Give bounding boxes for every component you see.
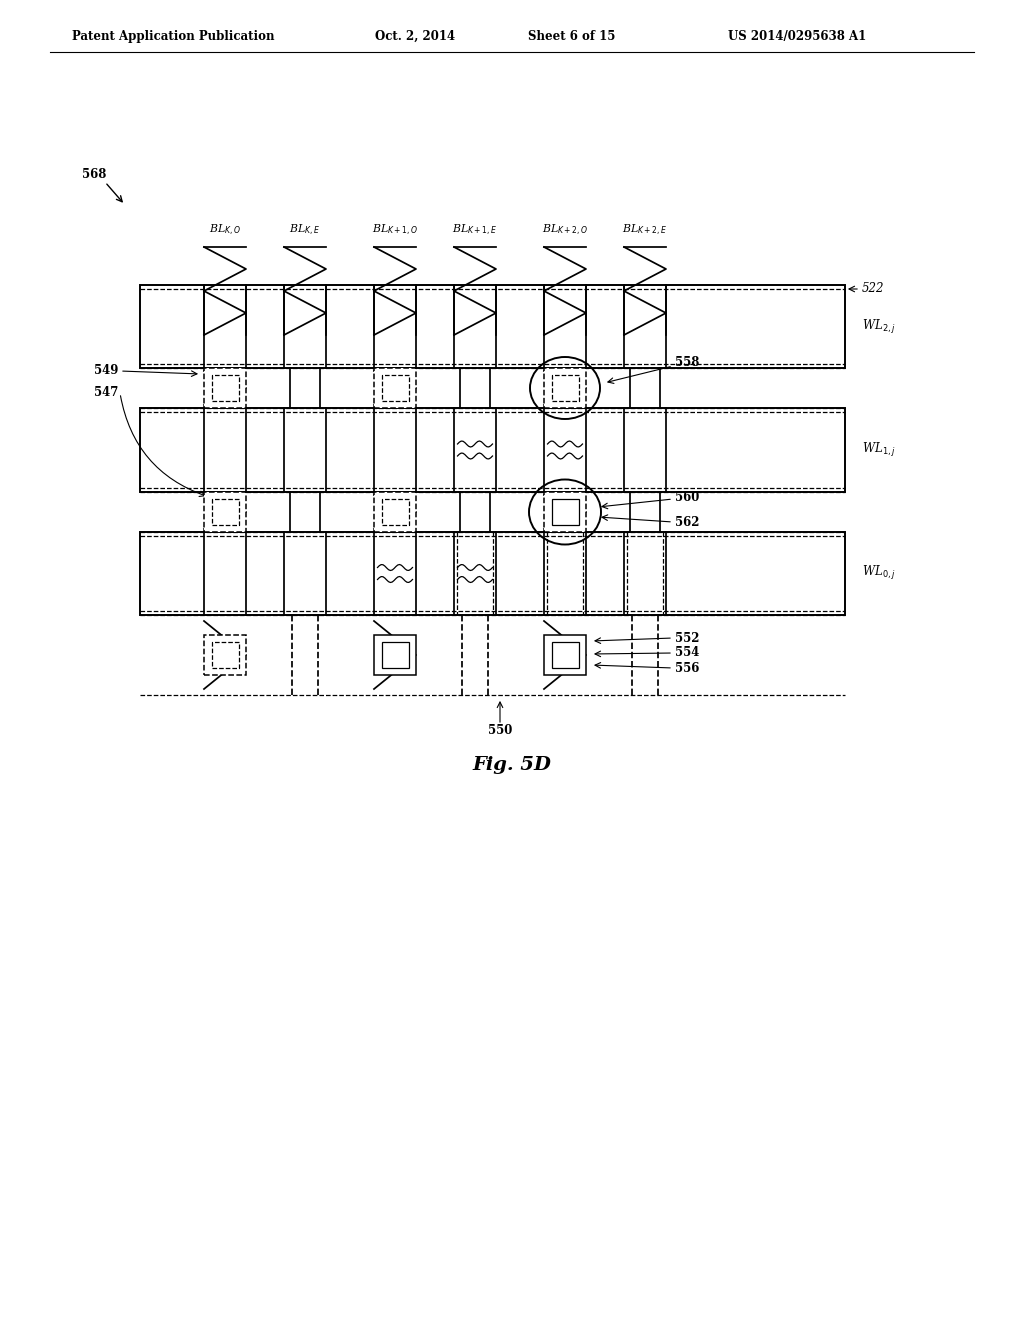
Text: WL$_{0,j}$: WL$_{0,j}$ — [862, 565, 896, 582]
Bar — [374, 368, 416, 408]
Bar — [212, 499, 239, 525]
Bar — [382, 642, 409, 668]
Text: BL$_{K+2,E}$: BL$_{K+2,E}$ — [623, 223, 668, 238]
Bar — [374, 492, 416, 532]
Text: BL$_{K+2,O}$: BL$_{K+2,O}$ — [542, 223, 588, 238]
Bar — [552, 499, 579, 525]
Bar — [212, 375, 239, 401]
Text: BL$_{K+1,O}$: BL$_{K+1,O}$ — [372, 223, 418, 238]
Bar — [140, 285, 845, 368]
Text: BL$_{K,O}$: BL$_{K,O}$ — [209, 223, 241, 238]
Text: 549: 549 — [93, 364, 118, 378]
Text: 547: 547 — [93, 387, 118, 400]
Text: Oct. 2, 2014: Oct. 2, 2014 — [375, 30, 455, 44]
Bar — [544, 635, 586, 675]
Bar — [204, 368, 246, 408]
Bar — [204, 492, 246, 532]
Text: WL$_{2,j}$: WL$_{2,j}$ — [862, 318, 896, 335]
Text: 554: 554 — [675, 647, 699, 660]
Text: BL$_{K+1,E}$: BL$_{K+1,E}$ — [453, 223, 498, 238]
Bar — [140, 408, 845, 492]
Bar — [382, 499, 409, 525]
Text: 562: 562 — [675, 516, 699, 528]
Text: Patent Application Publication: Patent Application Publication — [72, 30, 274, 44]
Bar — [544, 368, 586, 408]
Bar — [544, 492, 586, 532]
Text: Fig. 5D: Fig. 5D — [472, 756, 552, 774]
Bar — [552, 642, 579, 668]
Text: 560: 560 — [675, 491, 699, 504]
Text: 556: 556 — [675, 661, 699, 675]
Text: Sheet 6 of 15: Sheet 6 of 15 — [528, 30, 615, 44]
Text: US 2014/0295638 A1: US 2014/0295638 A1 — [728, 30, 866, 44]
Text: WL$_{1,j}$: WL$_{1,j}$ — [862, 441, 896, 459]
Bar — [382, 375, 409, 401]
Bar — [204, 635, 246, 675]
Text: 552: 552 — [675, 631, 699, 644]
Bar — [552, 375, 579, 401]
Bar — [212, 642, 239, 668]
Text: 568: 568 — [82, 169, 106, 181]
Text: 522: 522 — [862, 282, 885, 296]
Text: 550: 550 — [487, 723, 512, 737]
Text: BL$_{K,E}$: BL$_{K,E}$ — [290, 223, 321, 238]
Text: 558: 558 — [675, 356, 699, 370]
Bar — [374, 635, 416, 675]
Bar — [140, 532, 845, 615]
